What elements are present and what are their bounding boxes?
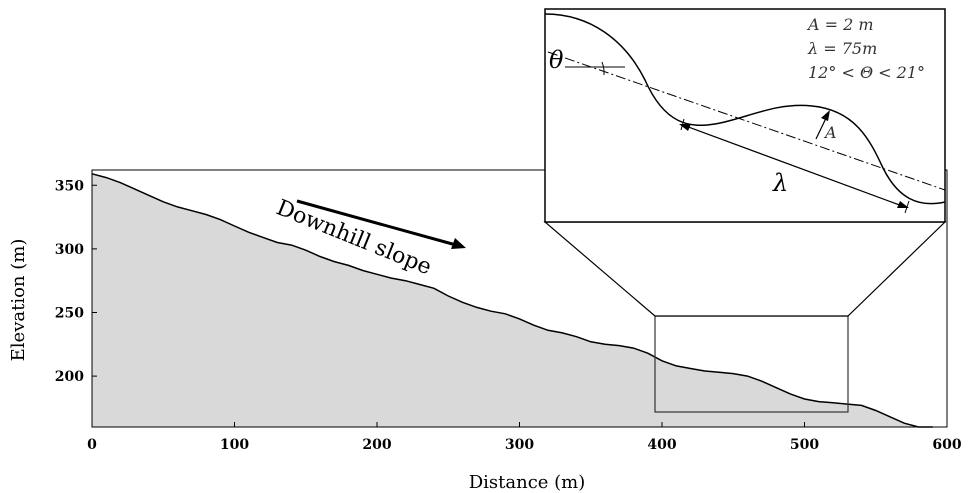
zoom-connector xyxy=(543,221,947,317)
inset-wavelength-tick-start xyxy=(680,118,685,131)
y-tick-label-250: 250 xyxy=(55,305,84,321)
inset-wavelength-tick-end xyxy=(904,200,910,214)
x-tick-label-500: 500 xyxy=(790,437,819,453)
inset-wavelength-head-end xyxy=(897,201,909,208)
downhill-arrow xyxy=(296,199,457,247)
inset-amplitude-label: A xyxy=(823,123,837,142)
inset-theta-arc xyxy=(601,61,605,76)
inset-profile-curve xyxy=(544,13,946,205)
inset-param-angle: 12° < Θ < 21° xyxy=(808,63,925,82)
terrain-profile-line xyxy=(91,173,933,428)
x-axis-title: Distance (m) xyxy=(469,472,586,493)
terrain-area xyxy=(92,173,933,427)
inset-param-wavelength: λ = 75m xyxy=(807,39,877,58)
inset-wavelength-symbol: λ xyxy=(772,169,788,197)
inset-amplitude-arrow-head xyxy=(821,110,830,121)
y-tick-label-350: 350 xyxy=(55,178,84,194)
inset-panel: θ A λ A = 2 m λ = 75m 12° < Θ < 21° xyxy=(544,8,946,223)
y-axis-title: Elevation (m) xyxy=(8,239,29,362)
x-tick-label-600: 600 xyxy=(932,437,961,453)
x-tick-label-200: 200 xyxy=(362,437,391,453)
downhill-arrow-head xyxy=(451,238,466,249)
inset-mean-slope-line xyxy=(547,51,946,191)
y-tick-label-300: 300 xyxy=(55,242,84,258)
inset-param-amplitude: A = 2 m xyxy=(806,15,874,34)
y-tick-label-200: 200 xyxy=(55,369,84,385)
x-tick-label-300: 300 xyxy=(505,437,534,453)
inset-theta-symbol: θ xyxy=(549,46,564,74)
inset-frame xyxy=(544,8,946,223)
plot-area xyxy=(91,173,933,428)
inset-wavelength-arrow xyxy=(682,124,906,208)
axes: 0 100 200 300 400 500 600 200 250 300 350 xyxy=(55,169,962,453)
x-tick-label-0: 0 xyxy=(87,437,97,453)
x-tick-label-100: 100 xyxy=(220,437,249,453)
x-tick-label-400: 400 xyxy=(647,437,676,453)
